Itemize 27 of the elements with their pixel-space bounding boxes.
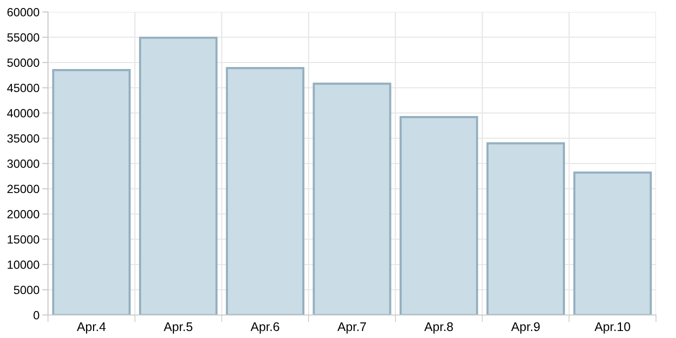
y-tick-label: 5000: [14, 286, 40, 294]
y-tick-label: 40000: [7, 109, 40, 118]
x-tick-label: Apr.9: [511, 322, 540, 334]
y-tick-label: 30000: [7, 160, 40, 168]
bar: [52, 69, 131, 315]
y-tick-label: 0: [34, 311, 40, 320]
x-tick-label: Apr.5: [164, 322, 192, 334]
y-tick-label: 50000: [7, 58, 40, 67]
y-tick-label: 20000: [7, 210, 40, 218]
x-tick-label: Apr.6: [250, 322, 280, 334]
bar: [139, 36, 218, 315]
bar: [226, 67, 304, 315]
y-tick-label: 45000: [7, 84, 40, 92]
y-tick-label: 25000: [7, 184, 40, 194]
y-tick-label: 10000: [8, 260, 40, 269]
bar: [400, 116, 478, 315]
y-tick-label: 15000: [8, 235, 40, 244]
bar: [486, 142, 565, 315]
y-tick-label: 55000: [7, 33, 40, 42]
bar: [573, 172, 652, 315]
x-tick-label: Apr.8: [424, 322, 453, 334]
x-tick-label: Apr.7: [337, 322, 366, 334]
y-tick-label: 60000: [7, 8, 40, 16]
x-tick-label: Apr.4: [76, 322, 106, 334]
x-tick-label: Apr.10: [594, 322, 630, 334]
y-tick-label: 35000: [7, 134, 40, 143]
bar: [312, 82, 392, 315]
